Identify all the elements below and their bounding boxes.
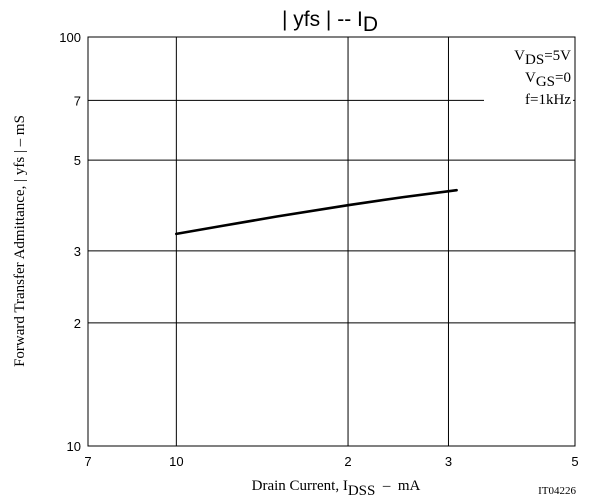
figure-id: IT04226 [538, 485, 576, 497]
chart-title-subscript: D [363, 13, 378, 36]
condition-2: f=1kHz [525, 92, 571, 108]
x-axis-label-subscript: DSS [348, 483, 376, 499]
x-tick-label-30: 3 [445, 454, 452, 469]
x-axis-label-unit: – mA [375, 478, 420, 494]
y-tick-label-10: 10 [67, 439, 81, 454]
condition-1: VGS=0 [525, 70, 571, 90]
conditions-background [484, 39, 573, 119]
condition-0: VDS=5V [514, 48, 571, 68]
x-tick-label-20: 2 [344, 454, 351, 469]
x-axis-label: Drain Current, IDSS – mA [252, 478, 421, 499]
x-tick-label-7: 7 [84, 454, 91, 469]
y-tick-label-30: 3 [74, 244, 81, 259]
x-tick-label-10: 10 [169, 454, 183, 469]
plot-frame [87, 36, 576, 447]
y-axis-label: Forward Transfer Admittance, | yfs | – m… [12, 115, 28, 367]
chart-title: | yfs | -- ID [282, 8, 378, 36]
y-tick-label-20: 2 [74, 316, 81, 331]
y-tick-label-50: 5 [74, 153, 81, 168]
y-tick-label-70: 7 [74, 93, 81, 108]
series-line-0 [175, 188, 458, 236]
x-tick-label-50: 5 [571, 454, 578, 469]
y-tick-label-100: 100 [59, 30, 81, 45]
